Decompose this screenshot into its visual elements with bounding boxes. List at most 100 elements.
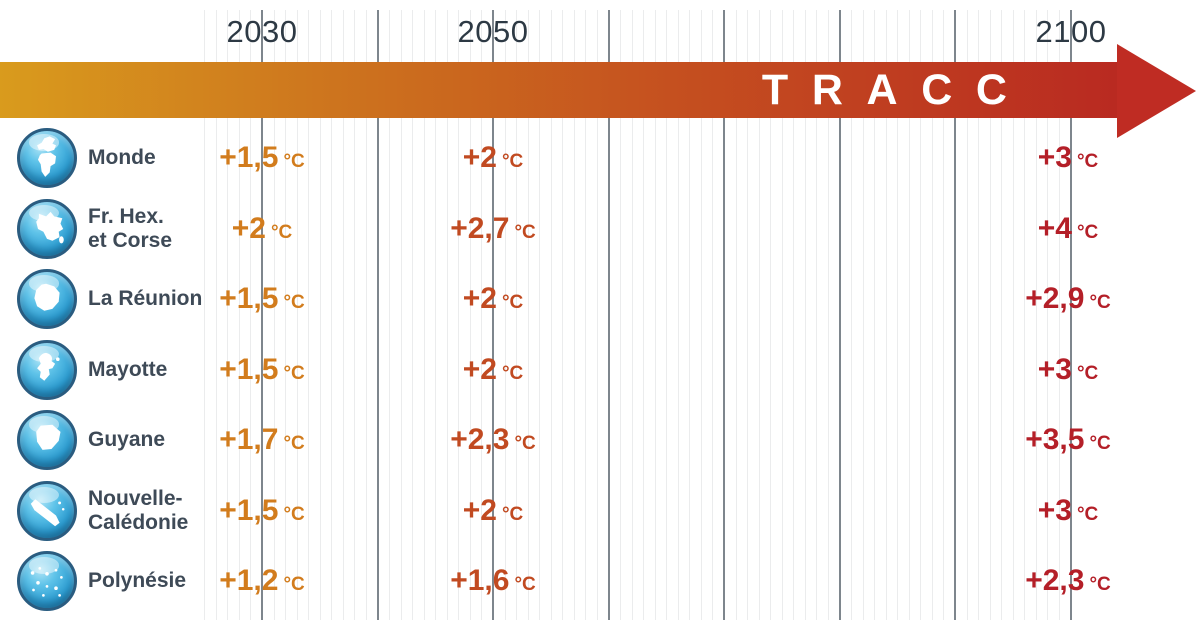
temperature-unit: °C (283, 433, 305, 455)
temperature-value: +1,6 (450, 564, 510, 598)
gridline-minor (1035, 10, 1037, 620)
gridline-minor (365, 10, 367, 620)
gridline-minor (931, 10, 933, 620)
gridline-minor (781, 10, 783, 620)
temperature-value: +2 (462, 141, 497, 175)
la-reunion-map-shape (34, 283, 60, 311)
temperature-2100: +2,3 °C (1025, 564, 1111, 598)
year-label-2050: 2050 (457, 14, 529, 49)
gridline-major (723, 10, 725, 620)
gridline-minor (943, 10, 945, 620)
gridline-minor (342, 10, 344, 620)
temperature-unit: °C (501, 503, 524, 525)
temperature-2100: +3,5 °C (1025, 423, 1111, 457)
gridline-minor (250, 10, 252, 620)
gridline-minor (712, 10, 714, 620)
gridline-minor (747, 10, 749, 620)
temperature-2030: +2 °C (232, 212, 293, 246)
gridline-minor (516, 10, 518, 620)
gridline-major (261, 10, 263, 620)
gridline-minor (354, 10, 356, 620)
gridline-minor (204, 10, 206, 620)
temperature-value: +2 (231, 211, 266, 245)
gridline-minor (1001, 10, 1003, 620)
temperature-2100: +3 °C (1038, 141, 1099, 175)
gridline-minor (539, 10, 541, 620)
gridline-minor (331, 10, 333, 620)
globe-polynesie-icon (17, 551, 77, 612)
temperature-unit: °C (514, 433, 536, 455)
gridline-minor (897, 10, 899, 620)
temperature-unit: °C (1089, 292, 1111, 314)
gridline-minor (285, 10, 287, 620)
territory-label: Guyane (88, 428, 166, 452)
temperature-value: +3 (1037, 352, 1072, 386)
gridline-minor (446, 10, 448, 620)
temperature-unit: °C (270, 221, 293, 243)
gridline-minor (989, 10, 991, 620)
temperature-2030: +1,7 °C (219, 423, 305, 457)
territory-label: Nouvelle- Calédonie (88, 486, 189, 534)
france-map-shape (36, 211, 64, 244)
temperature-unit: °C (283, 292, 305, 314)
gridline-minor (689, 10, 691, 620)
temperature-value: +1,5 (219, 493, 279, 527)
temperature-value: +3,5 (1025, 423, 1085, 457)
gridline-minor (389, 10, 391, 620)
temperature-unit: °C (514, 574, 536, 596)
globe-france-icon (17, 198, 77, 259)
temperature-unit: °C (1076, 362, 1099, 384)
year-label-2030: 2030 (226, 14, 298, 49)
gridline-minor (654, 10, 656, 620)
gridline-minor (620, 10, 622, 620)
temperature-value: +4 (1037, 211, 1072, 245)
temperature-unit: °C (283, 574, 305, 596)
temperature-2100: +3 °C (1038, 353, 1099, 387)
gridline-minor (550, 10, 552, 620)
gridline-minor (885, 10, 887, 620)
temperature-2050: +2 °C (463, 494, 524, 528)
gridline-minor (596, 10, 598, 620)
nouvelle-caledonie-map-shape (30, 499, 65, 527)
gridline-minor (215, 10, 217, 620)
temperature-unit: °C (283, 503, 305, 525)
temperature-value: +1,5 (219, 282, 279, 316)
gridline-minor (666, 10, 668, 620)
temperature-value: +1,7 (219, 423, 279, 457)
gridline-minor (319, 10, 321, 620)
temperature-value: +2 (462, 282, 497, 316)
territory-label: Polynésie (88, 569, 187, 593)
gridline-major (954, 10, 956, 620)
gridline-minor (527, 10, 529, 620)
polynesie-map-shape (30, 567, 63, 597)
gridline-minor (874, 10, 876, 620)
gridline-minor (758, 10, 760, 620)
gridline-minor (827, 10, 829, 620)
gridline-major (838, 10, 841, 620)
guyane-map-shape (36, 424, 61, 451)
temperature-2100: +3 °C (1038, 494, 1099, 528)
gridline-minor (735, 10, 737, 620)
temperature-value: +2,3 (1025, 564, 1085, 598)
gridline-minor (400, 10, 402, 620)
temperature-unit: °C (514, 221, 536, 243)
territory-row-la-reunion: La Réunion +1,5 °C +2 °C +2,9 °C (0, 264, 1200, 335)
gridline-minor (458, 10, 460, 620)
gridline-minor (1047, 10, 1049, 620)
temperature-value: +2,3 (450, 423, 510, 457)
gridline-minor (677, 10, 679, 620)
temperature-2100: +2,9 °C (1025, 282, 1111, 316)
gridline-major (376, 10, 379, 620)
gridline-major (492, 10, 494, 620)
globe-nouvelle-caledonie-icon (17, 480, 77, 541)
territory-row-guyane: Guyane +1,7 °C +2,3 °C +3,5 °C (0, 405, 1200, 476)
gridline-minor (435, 10, 437, 620)
gridline-minor (966, 10, 968, 620)
temperature-2030: +1,5 °C (219, 141, 305, 175)
gridline-minor (793, 10, 795, 620)
temperature-unit: °C (1089, 574, 1111, 596)
territory-rows: Monde +1,5 °C +2 °C +3 °C Fr. Hex. et Corse… (0, 123, 1200, 617)
globe-guyane-icon (17, 410, 77, 471)
temperature-value: +1,5 (219, 141, 279, 175)
